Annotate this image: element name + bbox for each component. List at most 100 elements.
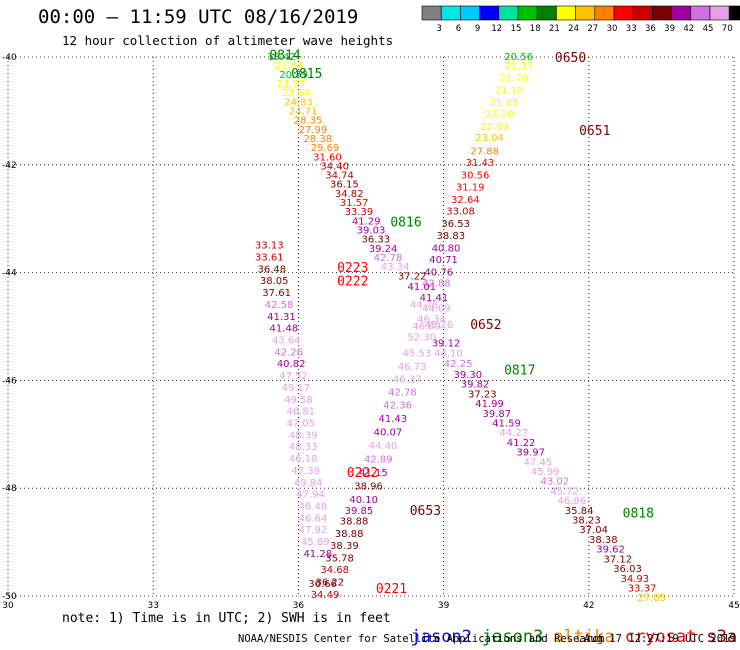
lon-tick-label: 42 (583, 601, 594, 610)
swh-value: 42.78 (388, 387, 417, 398)
swh-value: 45.53 (403, 348, 432, 359)
swh-value: 23.20 (485, 110, 514, 121)
lon-tick-label: 36 (293, 601, 305, 610)
swh-value: 49.58 (284, 395, 313, 406)
swh-value: 49.17 (282, 383, 311, 394)
swh-value: 52.30 (407, 332, 436, 343)
swh-value: 36.15 (330, 180, 359, 191)
swh-value: 41.48 (270, 324, 299, 335)
swh-value: 48.81 (286, 407, 315, 418)
track-time-label: 0652 (470, 318, 501, 333)
swh-value: 41.29 (352, 216, 381, 227)
swh-value: 28.38 (303, 134, 332, 145)
swh-value: 33.39 (345, 207, 374, 218)
swh-value: 40.82 (277, 359, 306, 370)
track-time-label: 0815 (291, 67, 322, 82)
swh-value: 38.88 (335, 529, 364, 540)
swh-value: 38.96 (354, 482, 383, 493)
track-time-label: 0650 (555, 51, 586, 66)
swh-value: 39.24 (369, 244, 398, 255)
track-time-label: 0653 (410, 504, 441, 519)
track-time-label: 0222 (347, 466, 378, 481)
legend-jason3: jason3 (481, 627, 544, 647)
swh-value: 31.43 (466, 158, 495, 169)
wave-height-observations: 19.4221.8420.7921.9723.6424.8324.7128.35… (255, 52, 666, 604)
lat-tick-label: -40 (2, 53, 17, 63)
track-time-label: 0814 (269, 48, 300, 63)
lon-tick-label: 45 (728, 601, 739, 610)
swh-value: 37.61 (262, 288, 291, 299)
swh-value: 21.84 (274, 61, 303, 72)
swh-value: 24.83 (284, 97, 313, 108)
track-time-label: 0817 (504, 364, 535, 379)
swh-value: 37.04 (579, 525, 608, 536)
swh-value: 46.37 (393, 374, 422, 385)
swh-value: 37.12 (604, 554, 633, 565)
swh-value: 43.64 (272, 336, 301, 347)
swh-value: 41.01 (407, 282, 436, 293)
swh-value: 40.71 (429, 255, 458, 266)
legend-altika: altika (553, 627, 615, 647)
generated-timestamp: Aug 17 12:27:19 UTC 2019 (584, 633, 736, 645)
swh-value: 37.23 (468, 389, 497, 400)
swh-value: 31.19 (456, 182, 485, 193)
scale-label: 12 (491, 24, 502, 34)
swh-value: 27.99 (299, 125, 328, 136)
legend-s3a: s3a (706, 627, 738, 647)
swh-value: 41.15 (359, 468, 388, 479)
swh-value: 49.84 (294, 478, 323, 489)
swh-value: 23.04 (475, 133, 504, 144)
swh-value: 40.76 (424, 268, 453, 279)
swh-value: 34.68 (320, 565, 349, 576)
swh-value: 34.93 (620, 574, 649, 585)
swh-value: 46.64 (299, 513, 328, 524)
swh-value: 34.74 (325, 171, 354, 182)
map-subtitle: 12 hour collection of altimeter wave hei… (62, 33, 394, 48)
swh-value: 42.36 (383, 401, 412, 412)
scale-swatch (728, 5, 740, 21)
swh-value: 21.10 (495, 85, 524, 96)
swh-value: 36.22 (316, 578, 345, 589)
track-time-label: 0221 (376, 582, 407, 597)
scale-label: 36 (645, 24, 656, 34)
swh-value: 45.89 (301, 537, 330, 548)
note-text: note: 1) Time is in UTC; 2) SWH is in fe… (62, 611, 391, 626)
satellite-legend: jason2 jason3 altika cryosat s3a (390, 607, 740, 647)
swh-value: 33.61 (255, 253, 284, 264)
scale-label: 70 (722, 24, 733, 34)
swh-value: 33.13 (255, 241, 284, 252)
swh-value: 39.97 (516, 448, 545, 459)
swh-value: 38.83 (437, 231, 466, 242)
swh-value: 41.59 (492, 419, 521, 430)
swh-value: 45.26 (424, 320, 453, 331)
scale-label: 33 (626, 24, 637, 34)
swh-value: 34.49 (311, 590, 340, 601)
wave-height-map: 30 33 36 39 42 45 -40 -42 -44 -46 -48 -50 19.4221.84… (2, 48, 740, 610)
swh-value: 41.22 (507, 438, 536, 449)
credit-text: NOAA/NESDIS Center for Satellite Applica… (238, 633, 605, 645)
swh-value: 36.53 (441, 219, 470, 230)
scale-label: 42 (683, 24, 694, 34)
swh-value: 41.41 (420, 293, 449, 304)
swh-value: 27.05 (637, 593, 666, 604)
track-time-labels: 0814 0815 0816 0817 0818 0650 0651 0652 0653 0223… (269, 48, 654, 597)
swh-value: 36.33 (362, 235, 391, 246)
swh-value: 39.62 (596, 545, 625, 556)
swh-value: 30.56 (461, 171, 490, 182)
swh-value: 28.35 (294, 116, 323, 127)
swh-value: 36.48 (257, 264, 286, 275)
swh-value: 44.27 (499, 428, 528, 439)
swh-value: 46.89 (412, 322, 441, 333)
swh-value: 19.42 (267, 52, 296, 63)
legend-cryosat: cryosat (624, 627, 697, 647)
swh-value: 38.39 (330, 541, 359, 552)
swh-value: 23.64 (282, 88, 311, 99)
lat-tick-label: -42 (2, 161, 17, 171)
track-time-label: 0223 (337, 261, 368, 276)
swh-value: 42.58 (265, 300, 294, 311)
swh-value: 34.82 (335, 189, 364, 200)
scale-label: 45 (703, 24, 714, 34)
track-time-label: 0818 (623, 506, 654, 521)
swh-value: 47.52 (279, 371, 308, 382)
